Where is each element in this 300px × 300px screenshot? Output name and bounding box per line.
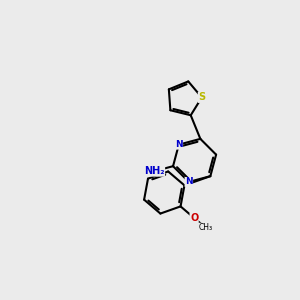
Text: S: S — [198, 92, 206, 103]
Text: N: N — [185, 177, 193, 186]
Text: N: N — [175, 140, 183, 149]
Text: NH₂: NH₂ — [144, 166, 165, 176]
Text: CH₃: CH₃ — [198, 223, 212, 232]
Text: O: O — [190, 213, 198, 223]
